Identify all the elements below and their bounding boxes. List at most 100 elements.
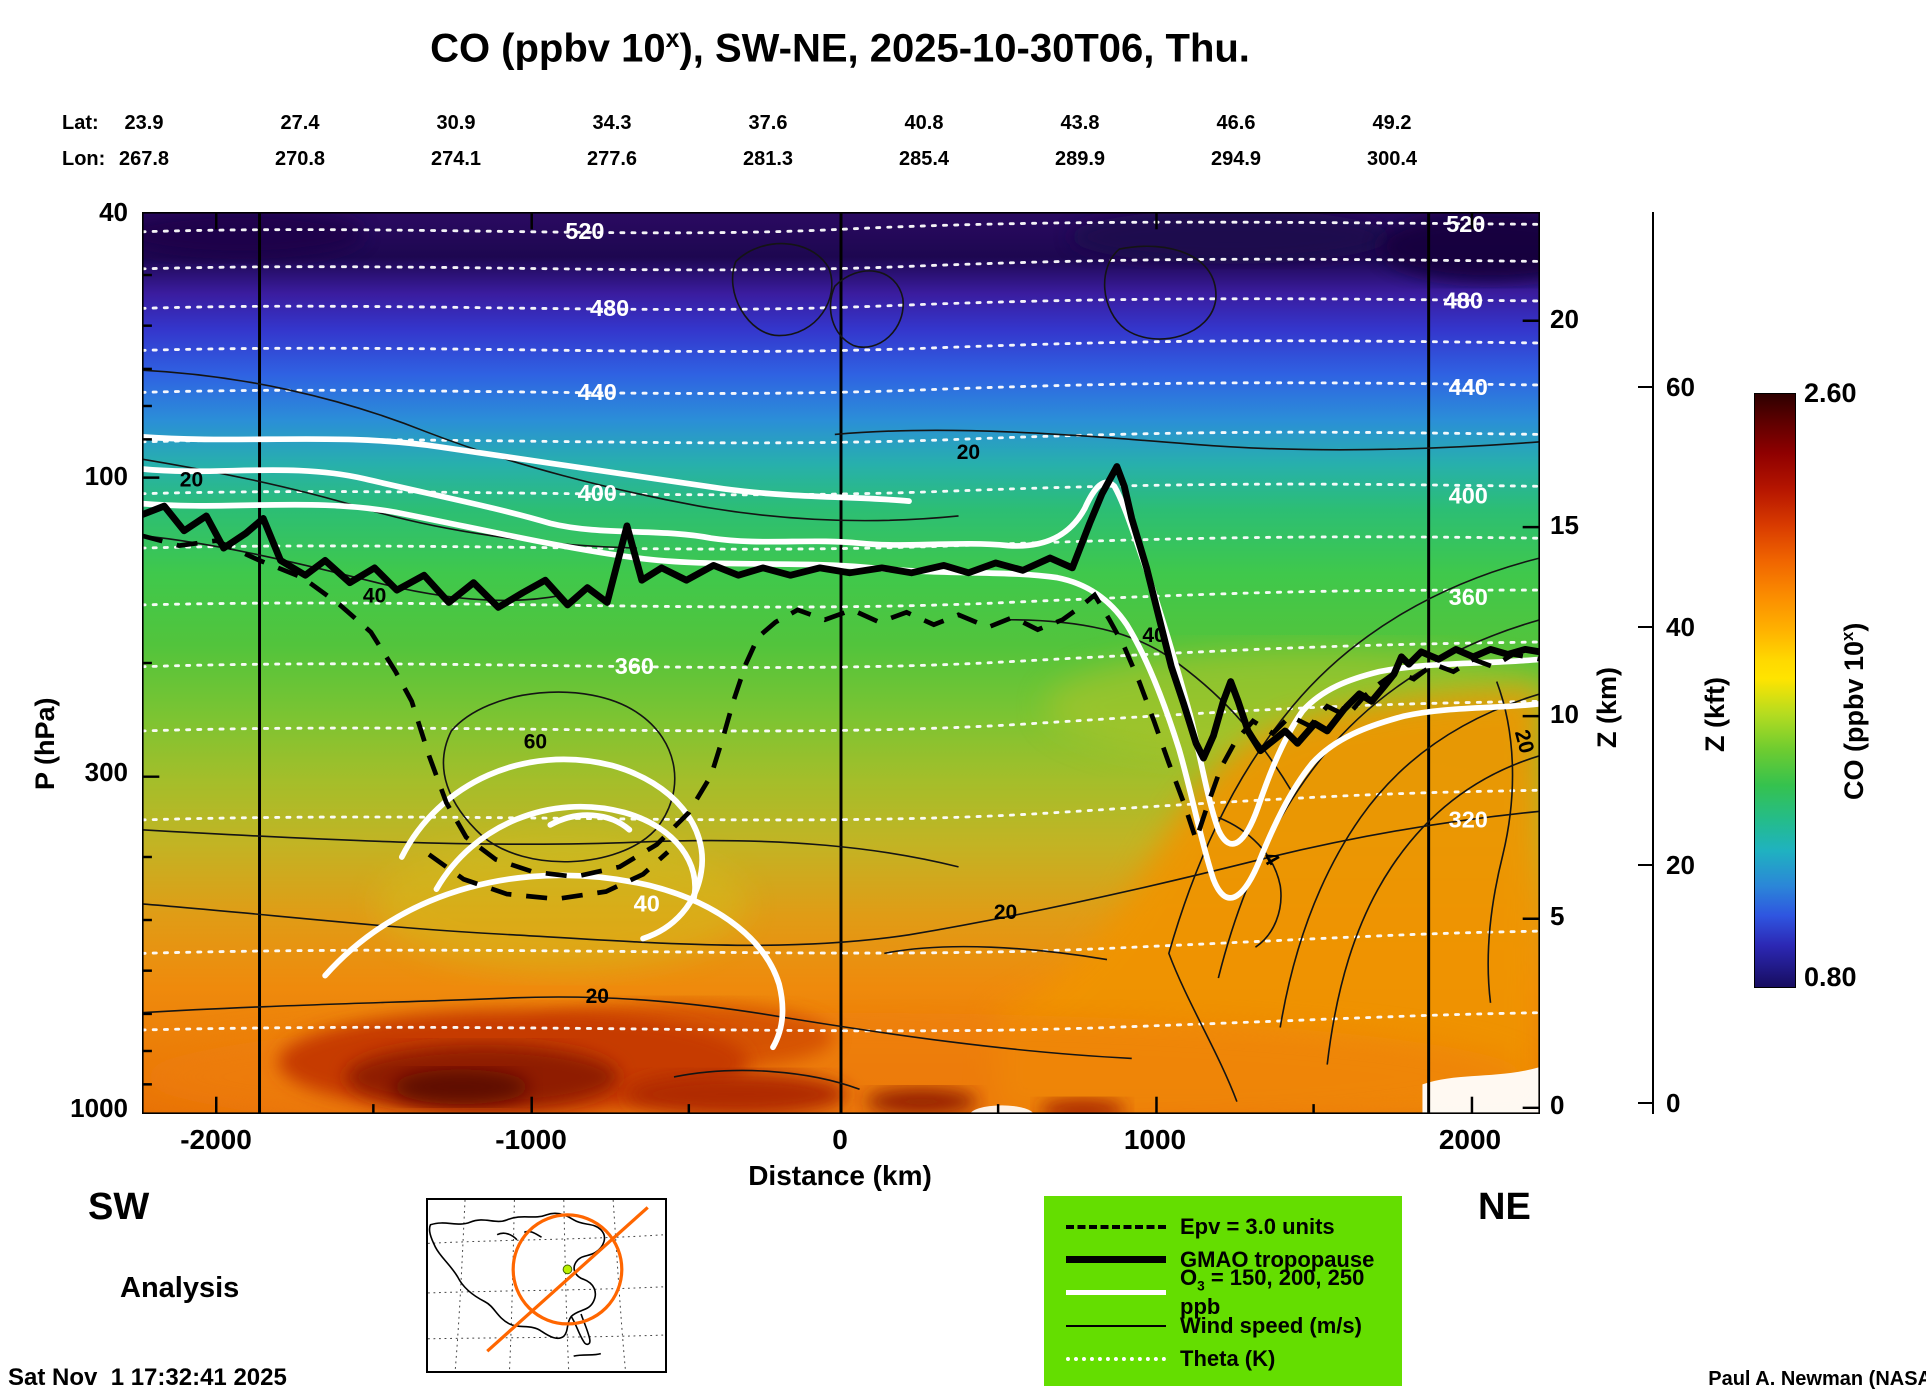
legend-item-theta: Theta (K) <box>1066 1342 1402 1375</box>
zkm-tick: 10 <box>1550 699 1579 729</box>
zkft-tick-mark <box>1638 626 1652 628</box>
contour-label-wind-40: 40 <box>1142 624 1165 647</box>
ne-corner-label: NE <box>1478 1186 1531 1228</box>
lat-value: 27.4 <box>280 112 320 134</box>
map-transect-overlay <box>486 1206 649 1353</box>
contour-label-wind-20: 20 <box>586 985 609 1008</box>
page-title-prefix: CO (ppbv 10 <box>430 26 666 71</box>
lon-value: 285.4 <box>898 148 950 170</box>
zkft-tick-mark <box>1638 864 1652 866</box>
contour-label-theta-320: 320 <box>1449 806 1488 832</box>
zkft-axis-label: Z (kft) <box>1700 677 1730 752</box>
legend-tropopause-label: GMAO tropopause <box>1180 1246 1375 1272</box>
colorbar-min: 0.80 <box>1804 962 1857 992</box>
epv-line-sample <box>1066 1224 1166 1229</box>
sw-corner-label: SW <box>88 1186 150 1228</box>
legend-item-wind: Wind speed (m/s) <box>1066 1309 1402 1342</box>
legend-item-ozone: O3 = 150, 200, 250 ppb <box>1066 1265 1402 1319</box>
lat-value: 49.2 <box>1372 112 1412 134</box>
zkft-tick: 60 <box>1666 372 1695 402</box>
tropopause-line <box>140 463 1541 762</box>
lat-value: 34.3 <box>592 112 632 134</box>
contour-label-theta-520: 520 <box>1446 212 1485 237</box>
legend-item-tropopause: GMAO tropopause <box>1066 1243 1402 1276</box>
pressure-tick: 100 <box>84 461 128 491</box>
page-title: CO (ppbv 10x), SW-NE, 2025-10-30T06, Thu… <box>140 26 1540 71</box>
lon-value: 270.8 <box>274 148 326 170</box>
zkft-axis-line <box>1652 212 1654 1114</box>
distance-tick: 2000 <box>1438 1124 1502 1155</box>
colorbar-max: 2.60 <box>1804 378 1857 408</box>
contour-label-wind-40: 40 <box>363 584 386 607</box>
contour-label-theta-480: 480 <box>1444 287 1483 313</box>
lon-value: 281.3 <box>742 148 794 170</box>
zkft-tick-mark <box>1638 386 1652 388</box>
map-location-marker <box>562 1264 573 1275</box>
contour-label-theta-400: 400 <box>1449 483 1488 509</box>
legend-epv-label: Epv = 3.0 units <box>1180 1213 1335 1239</box>
ozone-line-sample <box>1066 1290 1166 1295</box>
contour-label-wind-20: 20 <box>994 901 1017 924</box>
lon-value: 274.1 <box>430 148 482 170</box>
pressure-tick: 1000 <box>70 1093 128 1123</box>
pressure-tick: 300 <box>84 757 128 787</box>
pressure-tick: 40 <box>99 197 128 227</box>
contour-label-o3-40: 40 <box>634 890 660 916</box>
lon-row-label: Lon: <box>62 148 106 170</box>
page-title-suffix: ), SW-NE, 2025-10-30T06, Thu. <box>679 26 1250 71</box>
map-graticule <box>427 1199 666 1372</box>
contour-label-wind-20: 20 <box>180 468 203 491</box>
analysis-label: Analysis <box>120 1272 240 1304</box>
page-title-superscript: x <box>665 26 680 53</box>
distance-axis-label: Distance (km) <box>748 1160 932 1191</box>
wind-line-sample <box>1066 1324 1166 1327</box>
lat-value: 43.8 <box>1060 112 1100 134</box>
distance-tick: -2000 <box>180 1124 252 1155</box>
zkm-tick: 0 <box>1550 1090 1565 1120</box>
colorbar-label-prefix: CO (ppbv 10 <box>1839 640 1869 800</box>
plot-legend: Epv = 3.0 units GMAO tropopause O3 = 150… <box>1044 1196 1402 1386</box>
zkm-axis-label: Z (km) <box>1592 667 1622 748</box>
colorbar-label: CO (ppbv 10x) <box>1838 623 1870 800</box>
zkft-tick: 20 <box>1666 850 1695 880</box>
lat-value: 37.6 <box>748 112 788 134</box>
map-transect-line <box>486 1206 649 1353</box>
legend-ozone-subscript: 3 <box>1197 1278 1205 1294</box>
pressure-axis-label: P (hPa) <box>30 697 60 790</box>
lon-value: 294.9 <box>1210 148 1262 170</box>
distance-tick: 0 <box>832 1124 848 1155</box>
distance-tick: -1000 <box>495 1124 567 1155</box>
contour-label-theta-360: 360 <box>1449 584 1488 610</box>
distance-tick: 1000 <box>1123 1124 1187 1155</box>
lat-value: 30.9 <box>436 112 476 134</box>
cross-section-plot: 520 520 480 480 440 440 400 400 360 360 … <box>117 209 1602 1142</box>
credit-text: Paul A. Newman (NASA <box>1708 1368 1926 1390</box>
contour-label-wind-60: 60 <box>524 730 547 753</box>
contour-label-theta-520: 520 <box>565 218 604 244</box>
zkm-tick: 5 <box>1550 901 1565 931</box>
colorbar <box>1754 393 1796 988</box>
lat-row-label: Lat: <box>62 112 99 134</box>
legend-item-epv: Epv = 3.0 units <box>1066 1210 1402 1243</box>
contour-label-theta-360: 360 <box>615 653 654 679</box>
run-timestamp: Sat Nov 1 17:32:41 2025 <box>8 1364 287 1391</box>
lon-value: 289.9 <box>1054 148 1106 170</box>
contour-label-wind-20: 20 <box>957 441 980 464</box>
tropopause-line-sample <box>1066 1256 1166 1263</box>
zkm-tick: 20 <box>1550 304 1579 334</box>
legend-wind-label: Wind speed (m/s) <box>1180 1312 1362 1338</box>
lat-value: 46.6 <box>1216 112 1256 134</box>
ozone-contours <box>139 434 1543 1051</box>
lat-value: 23.9 <box>124 112 164 134</box>
transect-map-canvas <box>427 1199 666 1372</box>
legend-ozone-label: O3 = 150, 200, 250 ppb <box>1180 1265 1365 1319</box>
theta-contours <box>140 220 1542 1033</box>
lat-value: 40.8 <box>904 112 944 134</box>
contour-label-group: 520 520 480 480 440 440 400 400 360 360 … <box>180 211 1538 1008</box>
contour-label-theta-440: 440 <box>578 379 617 405</box>
colorbar-label-superscript: x <box>1838 631 1857 641</box>
lon-value: 300.4 <box>1366 148 1418 170</box>
zkm-tick: 15 <box>1550 510 1579 540</box>
zkft-tick: 0 <box>1666 1088 1681 1118</box>
zkft-tick: 40 <box>1666 612 1695 642</box>
